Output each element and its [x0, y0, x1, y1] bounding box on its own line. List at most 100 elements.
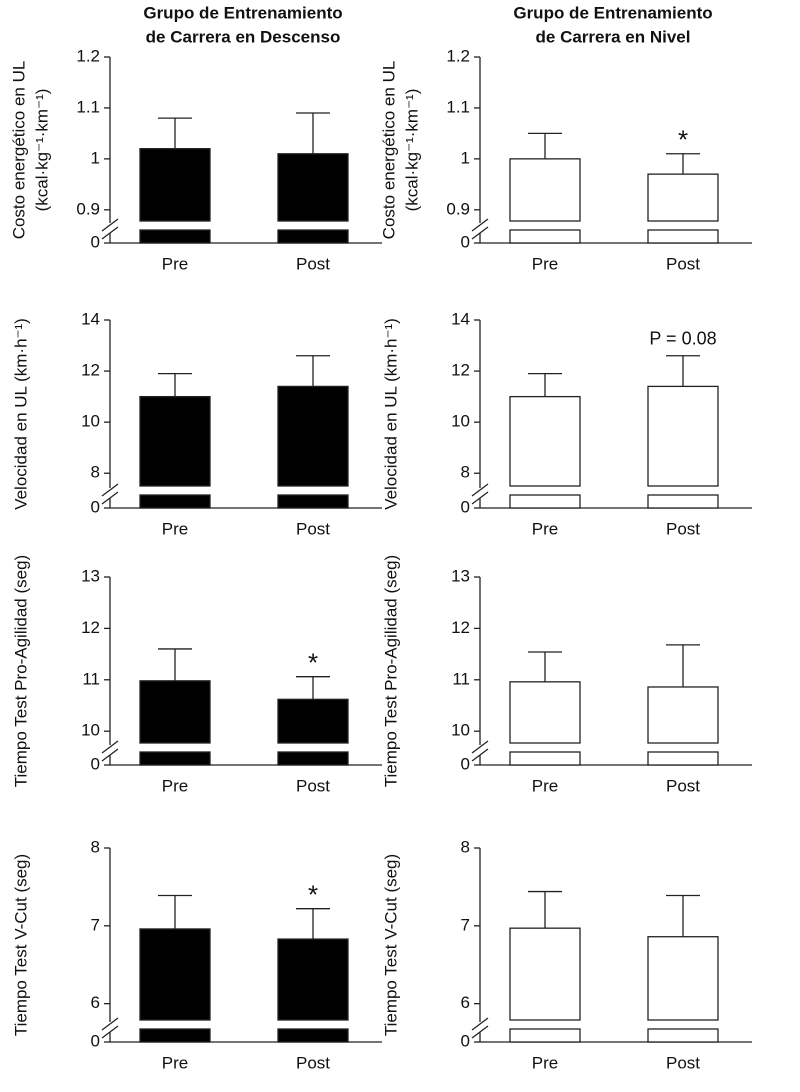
- y-tick-label: 12: [81, 618, 100, 637]
- bar-base: [139, 1028, 211, 1043]
- bar: [277, 153, 349, 222]
- y-tick-label: 13: [451, 566, 470, 585]
- y-tick-label: 8: [461, 463, 470, 482]
- column-title: de Carrera en Descenso: [146, 27, 341, 46]
- bar: [139, 928, 211, 1021]
- axis-break: [471, 748, 489, 762]
- y-tick-label: 12: [81, 361, 100, 380]
- bar: [647, 173, 719, 222]
- bar-base: [139, 229, 211, 244]
- y-axis-label: Costo energético en UL: [9, 61, 28, 240]
- y-tick-label: 0: [91, 754, 100, 773]
- x-tick-label: Post: [296, 776, 330, 795]
- axis-break: [471, 740, 489, 754]
- y-tick-label: 13: [81, 566, 100, 585]
- x-tick-label: Post: [296, 1053, 330, 1072]
- y-tick-label: 0: [461, 754, 470, 773]
- y-tick-label: 6: [91, 993, 100, 1012]
- y-tick-label: 8: [461, 837, 470, 856]
- y-axis-label: Tiempo Test Pro-Agilidad (seg): [11, 555, 30, 787]
- y-tick-label: 1.1: [446, 97, 470, 116]
- y-tick-label: 10: [451, 721, 470, 740]
- bar: [139, 680, 211, 744]
- bar-base: [277, 751, 349, 766]
- bar: [647, 936, 719, 1021]
- column-title: Grupo de Entrenamiento: [143, 3, 342, 22]
- axis-break: [471, 226, 489, 240]
- annotation: *: [308, 648, 318, 678]
- axis-break: [101, 226, 119, 240]
- y-tick-label: 10: [81, 412, 100, 431]
- axis-break: [471, 1025, 489, 1039]
- x-tick-label: Post: [666, 519, 700, 538]
- y-tick-label: 1.2: [76, 46, 100, 65]
- bar: [509, 681, 581, 744]
- x-tick-label: Post: [666, 1053, 700, 1072]
- axis-break: [101, 740, 119, 754]
- x-tick-label: Pre: [532, 1053, 558, 1072]
- column-title: Grupo de Entrenamiento: [513, 3, 712, 22]
- y-tick-label: 1.1: [76, 97, 100, 116]
- y-tick-label: 8: [91, 837, 100, 856]
- y-tick-label: 14: [451, 309, 470, 328]
- y-axis-label: Tiempo Test Pro-Agilidad (seg): [381, 555, 400, 787]
- axis-break: [101, 218, 119, 232]
- y-tick-label: 0: [461, 1031, 470, 1050]
- y-tick-label: 10: [81, 721, 100, 740]
- annotation: P = 0.08: [649, 329, 716, 349]
- y-tick-label: 0: [461, 497, 470, 516]
- axis-break: [101, 1025, 119, 1039]
- bar-base: [277, 229, 349, 244]
- bar: [647, 385, 719, 487]
- y-tick-label: 8: [91, 463, 100, 482]
- bar-base: [647, 1028, 719, 1043]
- annotation: *: [678, 125, 688, 155]
- bar-base: [139, 494, 211, 509]
- y-tick-label: 11: [82, 669, 100, 688]
- bar-base: [509, 1028, 581, 1043]
- y-tick-label: 10: [451, 412, 470, 431]
- y-axis-label: Tiempo Test V-Cut (seg): [381, 854, 400, 1036]
- annotation: *: [308, 880, 318, 910]
- bar: [139, 395, 211, 487]
- axis-break: [471, 483, 489, 497]
- x-tick-label: Pre: [532, 254, 558, 273]
- y-axis-label: Costo energético en UL: [379, 61, 398, 240]
- x-tick-label: Post: [296, 519, 330, 538]
- axis-break: [101, 491, 119, 505]
- y-tick-label: 0: [91, 232, 100, 251]
- y-tick-label: 14: [81, 309, 100, 328]
- axis-break: [101, 748, 119, 762]
- bar-base: [647, 229, 719, 244]
- bar-base: [647, 494, 719, 509]
- bar: [509, 395, 581, 487]
- bar-base: [509, 494, 581, 509]
- y-axis-label: (kcal·kg⁻¹·km⁻¹): [402, 89, 421, 212]
- y-tick-label: 6: [461, 993, 470, 1012]
- bar: [139, 148, 211, 222]
- x-tick-label: Post: [666, 776, 700, 795]
- bar-base: [509, 751, 581, 766]
- x-tick-label: Pre: [532, 776, 558, 795]
- axis-break: [101, 1017, 119, 1031]
- bar: [277, 385, 349, 487]
- x-tick-label: Pre: [162, 519, 188, 538]
- y-tick-label: 0: [461, 232, 470, 251]
- bar: [277, 938, 349, 1021]
- y-tick-label: 0: [91, 497, 100, 516]
- axis-break: [471, 491, 489, 505]
- x-tick-label: Pre: [162, 1053, 188, 1072]
- y-tick-label: 0.9: [76, 199, 100, 218]
- bar-base: [509, 229, 581, 244]
- bar: [647, 686, 719, 744]
- y-tick-label: 11: [452, 669, 470, 688]
- bar: [277, 698, 349, 744]
- axis-break: [101, 483, 119, 497]
- x-tick-label: Pre: [532, 519, 558, 538]
- y-tick-label: 7: [91, 915, 100, 934]
- y-tick-label: 7: [461, 915, 470, 934]
- y-axis-label: Velocidad en UL (km·h⁻¹): [381, 318, 400, 510]
- y-axis-label: Tiempo Test V-Cut (seg): [11, 854, 30, 1036]
- x-tick-label: Pre: [162, 776, 188, 795]
